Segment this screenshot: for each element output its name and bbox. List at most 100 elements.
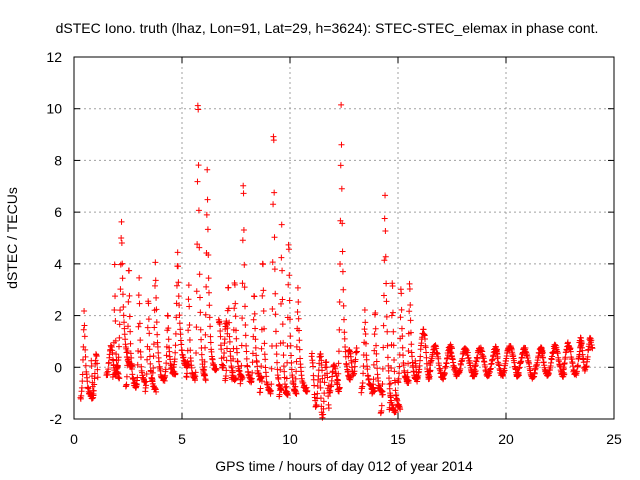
data-point [272,311,279,318]
data-point [380,322,387,329]
data-arc [308,350,326,410]
data-point [374,365,381,372]
data-point [400,352,407,359]
data-point [361,326,368,333]
data-point [494,353,501,360]
data-point [420,326,427,333]
data-point [408,341,415,348]
data-point [150,353,157,360]
data-point [390,328,397,335]
data-point [257,385,264,392]
data-point [278,386,285,393]
data-arc [122,267,140,391]
data-point [260,287,267,294]
data-point [197,309,204,316]
x-tick-label: 25 [606,431,622,447]
data-point [336,326,343,333]
data-point [137,348,144,355]
data-point [177,331,184,338]
data-point [116,375,123,382]
data-arc [345,345,360,379]
data-point [340,286,347,293]
data-point [145,316,152,323]
data-point [213,365,220,372]
data-point [164,312,171,319]
data-point [405,347,412,354]
data-point [392,409,399,416]
data-point [207,339,214,346]
data-point [241,261,248,268]
data-arc [109,261,123,382]
data-arc [170,249,192,371]
data-point [406,308,413,315]
data-point [223,367,230,374]
data-point [313,402,320,409]
data-point [391,357,398,363]
data-point [206,289,212,296]
data-point [407,317,414,324]
data-point [153,388,160,395]
data-point [155,358,162,365]
data-point [241,284,248,291]
data-point [416,362,423,369]
data-point [362,340,369,347]
data-point [175,263,182,270]
data-point [238,362,245,369]
data-point [122,336,129,343]
data-point [163,352,170,359]
data-point [178,341,185,348]
data-point [363,356,370,363]
data-point [135,348,142,355]
data-point [252,344,259,351]
data-point [126,292,133,299]
data-point [323,364,330,371]
data-point [441,370,448,377]
plot-area [77,101,596,421]
data-point [271,189,278,196]
x-axis-label: GPS time / hours of day 012 of year 2014 [215,458,473,474]
data-point [324,374,331,381]
data-point [275,376,282,383]
data-point [120,312,127,319]
axis-ticks: 0 5 10 15 20 25 -2 0 2 4 6 8 10 12 [46,49,622,447]
data-point [251,310,258,317]
data-point [171,356,178,363]
x-tick-label: 10 [282,431,298,447]
data-point [243,355,250,362]
data-point [373,350,380,357]
data-point [175,279,182,286]
data-point [337,162,344,169]
data-point [395,375,402,382]
data-point [193,350,200,357]
data-point [389,283,396,290]
data-point [260,308,267,315]
y-tick-label: 4 [54,256,62,272]
data-point [364,366,371,373]
data-point [352,356,359,363]
data-point [222,373,229,380]
data-point [261,351,268,358]
data-point [92,357,99,364]
data-point [361,307,368,314]
data-point [337,261,344,268]
data-point [84,378,91,385]
data-point [205,252,212,259]
data-point [279,321,286,328]
data-point [258,363,265,370]
data-point [226,319,233,326]
data-point [197,326,204,333]
data-point [249,369,256,376]
data-point [417,353,424,360]
data-point [296,346,303,353]
data-point [197,294,203,301]
data-point [386,404,393,411]
data-point [538,346,545,352]
data-point [184,370,191,377]
data-point [292,375,299,382]
data-point [119,291,126,298]
data-point [399,344,406,351]
data-point [286,272,293,279]
data-point [277,366,284,373]
data-point [287,333,294,340]
data-point [173,314,180,321]
